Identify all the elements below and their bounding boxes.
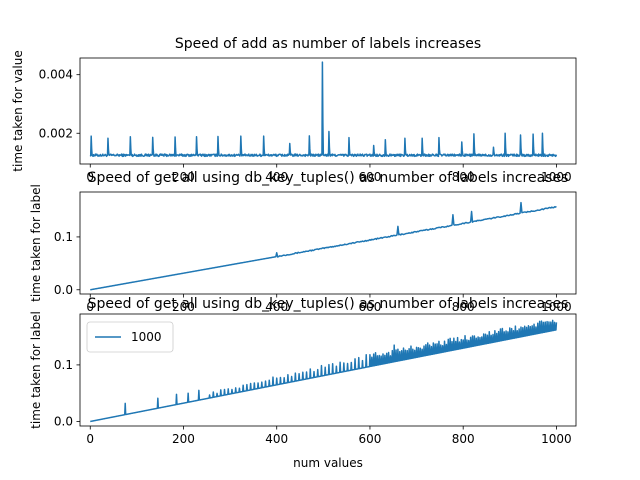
y-ticks: 0.002 0.004 (39, 68, 80, 140)
x-tick-label: 0 (86, 300, 94, 314)
legend-box (86, 321, 174, 353)
x-tick-label: 400 (265, 432, 288, 446)
series-line (90, 201, 557, 291)
x-tick-label: 1000 (541, 300, 572, 314)
data-line (90, 201, 557, 291)
data-line (89, 61, 558, 158)
legend: 1000 (86, 321, 174, 353)
x-tick-label: 600 (359, 300, 382, 314)
y-tick-label: 0.004 (39, 68, 73, 82)
chart-title: Speed of add as number of labels increas… (175, 36, 481, 52)
x-tick-label: 800 (452, 300, 475, 314)
y-tick-label: 0.002 (39, 126, 73, 140)
subplot-get-all-speed: 0 200 400 600 800 1000 0.0 0.1 Speed of get al… (29, 170, 577, 314)
y-axis-label: time taken for value (11, 50, 25, 171)
subplot-get-all-speed-2: 0 200 400 600 800 1000 0.0 0.1 Speed of get al… (29, 296, 577, 470)
x-tick-label: 600 (359, 432, 382, 446)
x-tick-label: 200 (172, 170, 195, 184)
x-axis-label: num values (293, 456, 363, 470)
x-tick-label: 0 (86, 170, 94, 184)
x-tick-label: 400 (265, 170, 288, 184)
x-ticks: 0 200 400 600 800 1000 (86, 294, 572, 314)
y-tick-label: 0.0 (54, 283, 73, 297)
y-tick-label: 0.0 (54, 414, 73, 428)
x-tick-label: 400 (265, 300, 288, 314)
x-ticks: 0 200 400 600 800 1000 (86, 164, 572, 184)
axes-frame (79, 191, 577, 295)
series-line (89, 319, 558, 423)
y-tick-label: 0.1 (54, 358, 73, 372)
x-tick-label: 1000 (541, 432, 572, 446)
chart-title: Speed of get all using db_key_tuples() a… (88, 296, 569, 312)
y-ticks: 0.0 0.1 (54, 230, 80, 297)
x-tick-label: 200 (172, 432, 195, 446)
y-tick-label: 0.1 (54, 230, 73, 244)
subplot-add-speed: 0 200 400 600 800 1000 0.002 0.004 Speed of ad… (11, 36, 577, 184)
x-tick-label: 800 (452, 170, 475, 184)
x-tick-label: 0 (86, 432, 94, 446)
x-tick-label: 1000 (541, 170, 572, 184)
axes-frame (79, 57, 577, 165)
x-ticks: 0 200 400 600 800 1000 (86, 426, 572, 446)
series-line (89, 61, 558, 158)
y-ticks: 0.0 0.1 (54, 358, 80, 428)
y-axis-label: time taken for label (29, 311, 43, 429)
x-tick-label: 800 (452, 432, 475, 446)
x-tick-label: 600 (359, 170, 382, 184)
legend-entry: 1000 (131, 330, 162, 344)
data-line (89, 319, 558, 423)
x-tick-label: 200 (172, 300, 195, 314)
axes-frame (79, 313, 577, 427)
chart-title: Speed of get all using db_key_tuples() a… (88, 170, 569, 186)
y-axis-label: time taken for label (29, 184, 43, 302)
